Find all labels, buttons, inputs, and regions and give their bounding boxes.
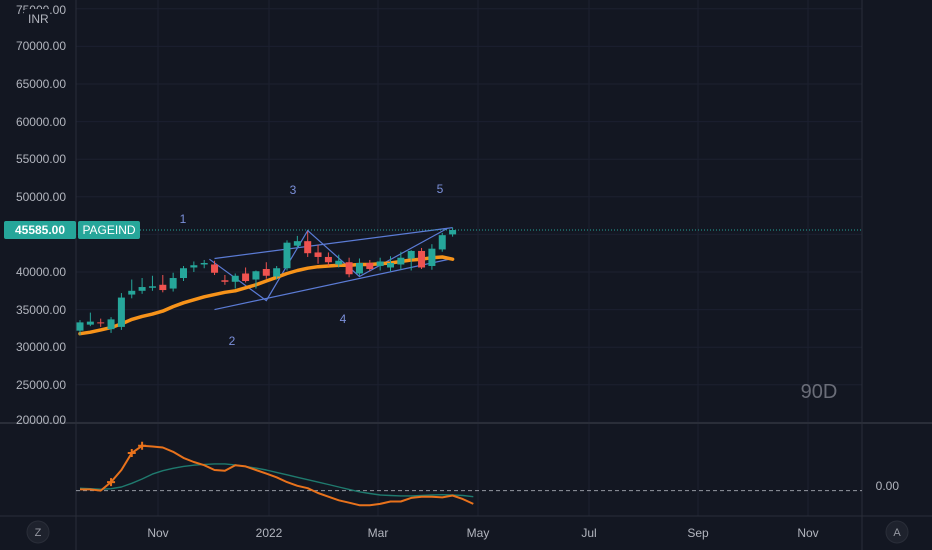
- candle-body: [438, 235, 446, 250]
- svg-text:45585.00: 45585.00: [15, 223, 65, 237]
- candle-body: [148, 286, 156, 288]
- svg-text:A: A: [893, 527, 901, 539]
- oscillator-zero-label: 0.00: [876, 479, 900, 493]
- candle-body: [273, 268, 281, 277]
- candle-body: [76, 322, 84, 331]
- svg-text:Z: Z: [35, 527, 42, 539]
- candle-body: [180, 268, 187, 279]
- candle-body: [128, 290, 136, 295]
- y-tick-label: 35000.00: [16, 303, 66, 317]
- symbol-tag: PAGEIND: [78, 221, 140, 240]
- price-axis[interactable]: 75000.00 70000.00 65000.00 60000.00 5500…: [16, 3, 66, 427]
- signal-marker: [127, 449, 136, 458]
- y-tick-label: 50000.00: [16, 190, 66, 204]
- candle-body: [242, 273, 250, 282]
- candle-body: [366, 262, 374, 269]
- svg-text:PAGEIND: PAGEIND: [82, 223, 135, 237]
- y-tick-label: 65000.00: [16, 77, 66, 91]
- x-tick-label: Jul: [581, 526, 596, 540]
- candle-body: [376, 261, 384, 266]
- candle-body: [335, 260, 343, 265]
- candle-body: [407, 250, 415, 259]
- wave-label: 4: [340, 312, 347, 326]
- x-tick-label: Mar: [368, 526, 389, 540]
- x-tick-label: Nov: [147, 526, 168, 540]
- price-tag: 45585.00: [4, 221, 76, 240]
- candle-body: [169, 278, 177, 289]
- candle-body: [138, 287, 146, 291]
- candles-layer: [76, 227, 457, 336]
- zoom-button[interactable]: Z: [26, 520, 50, 544]
- candle-body: [314, 252, 322, 257]
- candle-body: [117, 297, 125, 327]
- currency-badge-bg: [24, 9, 50, 27]
- candle-body: [262, 268, 270, 276]
- candle-body: [231, 275, 239, 282]
- candle-body: [293, 241, 301, 246]
- candle-body: [86, 321, 94, 325]
- candle-body: [345, 262, 353, 275]
- x-tick-label: May: [467, 526, 490, 540]
- candle-body: [418, 250, 426, 268]
- candle-body: [107, 319, 115, 330]
- candle-body: [304, 241, 312, 254]
- candle-body: [190, 265, 198, 268]
- y-tick-label: 55000.00: [16, 152, 66, 166]
- signal-marker: [138, 441, 147, 450]
- candle-body: [428, 248, 436, 266]
- candle-body: [159, 284, 167, 291]
- candle-body: [387, 262, 394, 268]
- x-tick-label: 2022: [256, 526, 283, 540]
- x-tick-label: Sep: [687, 526, 709, 540]
- y-tick-label: 60000.00: [16, 115, 66, 129]
- candle-body: [211, 264, 219, 273]
- candle-body: [449, 230, 457, 235]
- y-tick-label: 30000.00: [16, 340, 66, 354]
- candle-body: [355, 262, 363, 274]
- y-tick-label: 70000.00: [16, 39, 66, 53]
- x-tick-label: Nov: [797, 526, 818, 540]
- y-tick-label: 40000.00: [16, 265, 66, 279]
- wave-label: 1: [180, 212, 187, 226]
- candle-body: [397, 257, 405, 265]
- candle-body: [200, 262, 208, 265]
- wave-label: 3: [290, 183, 297, 197]
- candle-body: [324, 256, 332, 263]
- timeframe-label: 90D: [801, 381, 838, 403]
- candle-body: [221, 280, 229, 282]
- channel-lower-line: [214, 257, 453, 311]
- signal-marker: [107, 478, 116, 487]
- candle-body: [252, 271, 260, 280]
- oscillator-slow-line: [79, 463, 474, 498]
- y-tick-label: 20000.00: [16, 413, 66, 427]
- wave-label: 5: [437, 182, 444, 196]
- channel-upper-line: [214, 227, 453, 260]
- candle-body: [97, 322, 105, 324]
- time-axis[interactable]: Nov 2022 Mar May Jul Sep Nov: [147, 526, 818, 540]
- oscillator-pane[interactable]: [76, 441, 862, 507]
- wave-labels: 1 2 3 4 5: [180, 182, 444, 348]
- y-tick-label: 25000.00: [16, 378, 66, 392]
- candle-body: [283, 242, 291, 269]
- currency-label: INR: [28, 12, 49, 26]
- wave-label: 2: [229, 334, 236, 348]
- auto-scale-button[interactable]: A: [885, 520, 909, 544]
